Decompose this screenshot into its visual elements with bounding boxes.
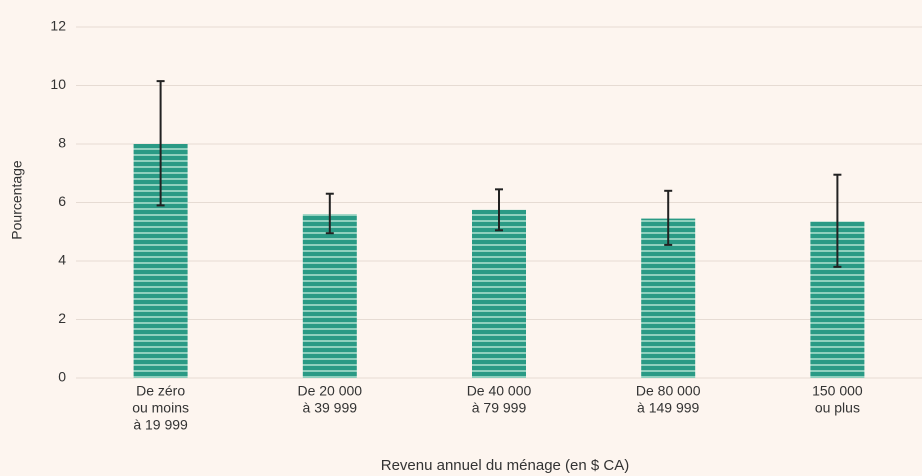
x-tick-label: De 20 000 bbox=[297, 383, 362, 399]
bar bbox=[302, 214, 357, 378]
y-tick-label: 0 bbox=[58, 369, 66, 385]
x-tick-label: à 149 999 bbox=[637, 400, 699, 416]
x-tick-label: De 40 000 bbox=[467, 383, 532, 399]
y-tick-label: 10 bbox=[50, 76, 66, 92]
x-tick-label: ou moins bbox=[132, 400, 189, 416]
x-tick-label: à 19 999 bbox=[133, 417, 188, 433]
y-tick-label: 12 bbox=[50, 18, 66, 34]
x-tick-label: à 39 999 bbox=[303, 400, 358, 416]
x-tick-label: ou plus bbox=[815, 400, 860, 416]
error-bar bbox=[156, 80, 165, 207]
x-tick-label: 150 000 bbox=[812, 383, 863, 399]
x-tick-label: De zéro bbox=[136, 383, 185, 399]
error-bar bbox=[833, 173, 842, 268]
y-tick-label: 8 bbox=[58, 135, 66, 151]
y-tick-label: 4 bbox=[58, 252, 66, 268]
y-tick-label: 2 bbox=[58, 310, 66, 326]
error-bar bbox=[325, 192, 334, 235]
x-tick-label: à 79 999 bbox=[472, 400, 527, 416]
error-bar bbox=[495, 188, 503, 232]
x-axis-label: Revenu annuel du ménage (en $ CA) bbox=[381, 457, 630, 474]
y-tick-label: 6 bbox=[58, 193, 66, 209]
error-bar bbox=[664, 189, 673, 246]
x-tick-label: De 80 000 bbox=[636, 383, 701, 399]
y-axis-label: Pourcentage bbox=[9, 160, 25, 240]
bar bbox=[472, 209, 526, 378]
